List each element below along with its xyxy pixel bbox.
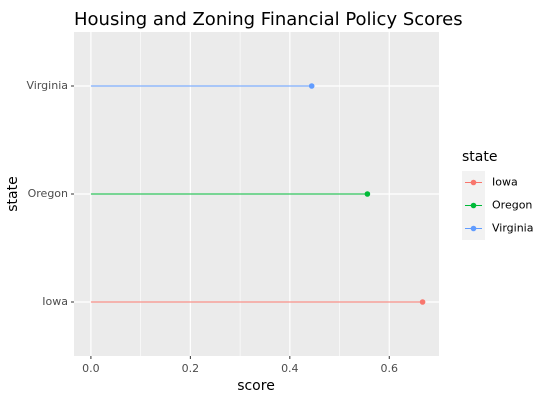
legend-label-oregon: Oregon (492, 199, 532, 212)
legend-key-point (470, 202, 477, 209)
y-axis-title: state (5, 176, 21, 211)
legend-title: state (462, 149, 497, 165)
legend-key-point (470, 225, 477, 232)
legend-key-point (470, 179, 477, 186)
chart-title: Housing and Zoning Financial Policy Scor… (74, 9, 463, 30)
x-tick-label: 0.0 (82, 362, 100, 375)
x-tick-label: 0.2 (182, 362, 200, 375)
lollipop-point-oregon (364, 191, 371, 197)
y-tick-label: Iowa (42, 295, 68, 308)
y-tick-label: Virginia (27, 79, 68, 92)
y-tick-label: Oregon (28, 187, 68, 200)
x-tick-label: 0.6 (381, 362, 399, 375)
x-axis-title: score (237, 378, 275, 394)
legend-label-virginia: Virginia (492, 222, 533, 235)
x-axis: 0.0 0.2 0.4 0.6 (82, 356, 398, 375)
legend: state Iowa Oregon Virginia (462, 149, 533, 240)
legend-label-iowa: Iowa (492, 176, 518, 189)
lollipop-point-iowa (419, 299, 426, 305)
lollipop-point-virginia (308, 83, 315, 89)
y-axis: Iowa Oregon Virginia (27, 79, 74, 308)
x-tick-label: 0.4 (281, 362, 299, 375)
data-marks (90, 83, 426, 305)
